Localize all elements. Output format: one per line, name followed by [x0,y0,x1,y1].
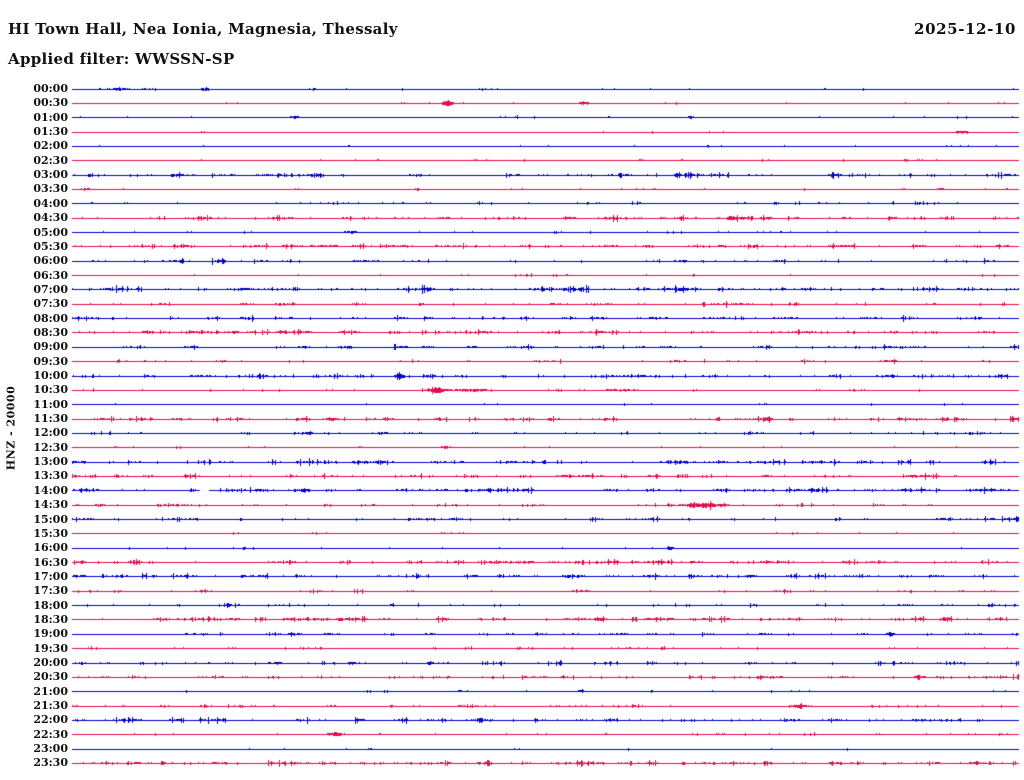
time-label-2300: 23:00 [33,742,68,756]
time-label-1230: 12:30 [33,440,68,454]
time-label-2130: 21:30 [33,699,68,713]
time-label-1830: 18:30 [33,612,68,626]
time-label-0700: 07:00 [33,282,68,296]
time-label-0600: 06:00 [33,254,68,268]
time-label-1100: 11:00 [33,397,68,411]
time-label-0900: 09:00 [33,340,68,354]
time-label-0630: 06:30 [33,268,68,282]
time-label-1800: 18:00 [33,598,68,612]
time-label-0430: 04:30 [33,211,68,225]
time-label-1030: 10:30 [33,383,68,397]
time-label-1730: 17:30 [33,584,68,598]
time-label-0930: 09:30 [33,354,68,368]
time-label-0400: 04:00 [33,196,68,210]
time-label-1000: 10:00 [33,369,68,382]
time-label-0800: 08:00 [33,311,68,325]
time-label-0200: 02:00 [33,139,68,153]
time-label-1600: 16:00 [33,541,68,555]
time-label-1930: 19:30 [33,641,68,655]
time-label-0230: 02:30 [33,153,68,167]
time-label-1200: 12:00 [33,426,68,440]
time-label-2230: 22:30 [33,727,68,741]
time-label-1700: 17:00 [33,569,68,583]
time-label-1300: 13:00 [33,455,68,469]
time-label-0500: 05:00 [33,225,68,239]
time-label-1400: 14:00 [33,483,68,497]
time-label-1330: 13:30 [33,469,68,483]
time-label-1530: 15:30 [33,526,68,540]
time-label-1430: 14:30 [33,498,68,512]
time-label-0030: 00:30 [33,96,68,110]
time-label-0830: 08:30 [33,325,68,339]
time-label-2200: 22:00 [33,713,68,727]
time-label-0000: 00:00 [33,82,68,95]
time-label-0300: 03:00 [33,168,68,182]
time-label-0100: 01:00 [33,110,68,124]
time-label-1500: 15:00 [33,512,68,526]
time-label-2330: 23:30 [33,756,68,770]
time-label-1130: 11:30 [33,412,68,426]
time-label-1630: 16:30 [33,555,68,569]
time-label-0530: 05:30 [33,239,68,253]
time-label-1900: 19:00 [33,627,68,641]
time-label-0330: 03:30 [33,182,68,196]
time-label-2100: 21:00 [33,684,68,698]
time-label-2000: 20:00 [33,656,68,669]
time-label-0730: 07:30 [33,297,68,311]
time-label-0130: 01:30 [33,125,68,139]
time-label-2030: 20:30 [33,670,68,684]
